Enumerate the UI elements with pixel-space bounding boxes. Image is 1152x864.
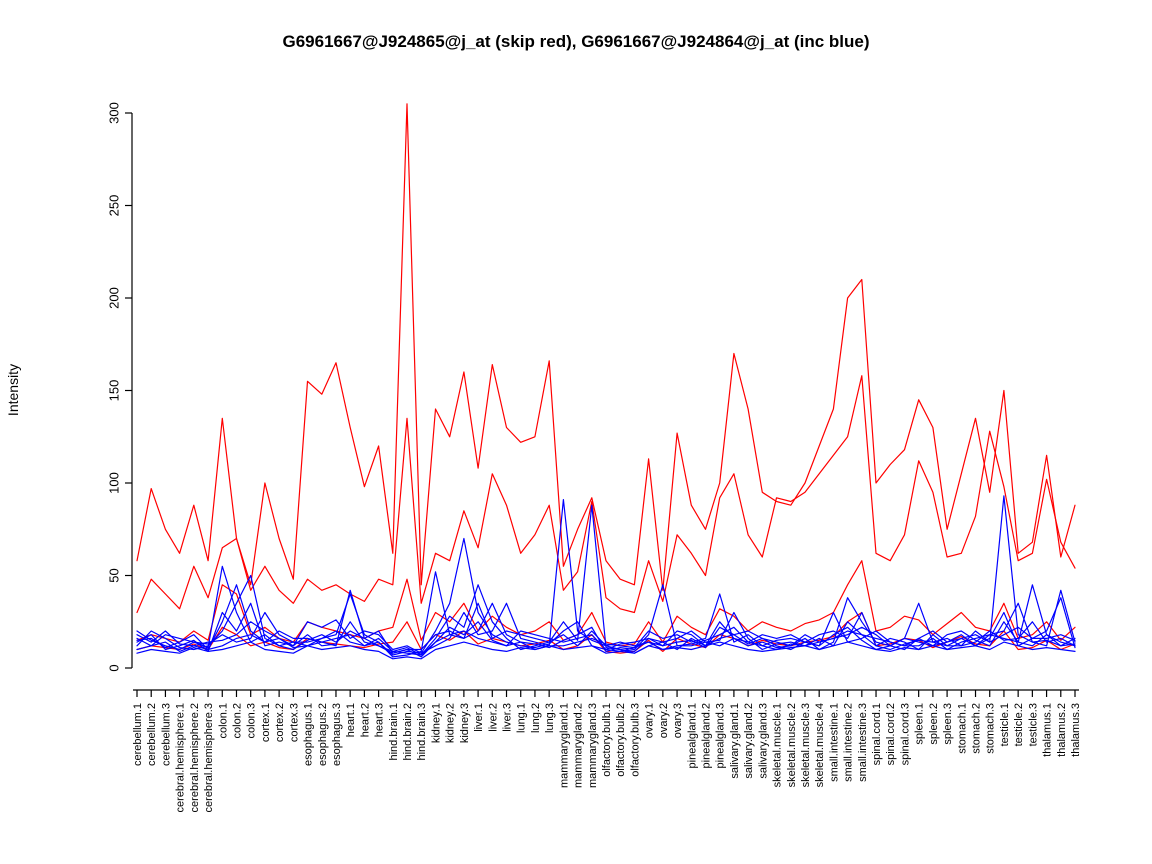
x-tick-label: skeletal.muscle.4	[814, 703, 826, 787]
x-tick-label: esophagus.3	[331, 703, 343, 766]
x-tick-label: heart.3	[374, 703, 386, 737]
x-tick-label: heart.1	[345, 703, 357, 737]
x-tick-label: cerebellum.3	[160, 703, 172, 766]
series-line-inc.2	[136, 495, 1076, 656]
y-tick-label: 250	[106, 195, 121, 217]
x-tick-label: cortex.2	[274, 703, 286, 742]
x-tick-label: ovary.2	[658, 703, 670, 738]
x-tick-label: esophagus.1	[303, 703, 315, 766]
series-line-skip.2	[136, 375, 1076, 614]
x-tick-label: thalamus.3	[1070, 703, 1082, 757]
x-tick-label: liver.3	[502, 703, 514, 732]
x-tick-label: ovary.3	[672, 703, 684, 738]
x-tick-label: cerebral.hemisphere.1	[175, 703, 187, 812]
x-tick-label: olfactory.bulb.3	[629, 703, 641, 777]
x-tick-label: spinal.cord.3	[899, 703, 911, 765]
x-tick-label: hind.brain.2	[402, 703, 414, 761]
x-tick-label: esophagus.2	[317, 703, 329, 766]
y-tick-label: 200	[106, 287, 121, 309]
x-tick-label: small.intestine.1	[828, 703, 840, 782]
x-tick-label: liver.2	[487, 703, 499, 732]
x-tick-label: skeletal.muscle.2	[786, 703, 798, 787]
x-tick-label: colon.1	[217, 703, 229, 738]
x-tick-label: spinal.cord.1	[871, 703, 883, 765]
x-tick-label: mammarygland.2	[573, 703, 585, 788]
x-tick-label: stomach.2	[971, 703, 983, 754]
series-line-skip.1	[136, 103, 1076, 591]
y-tick-label: 150	[106, 380, 121, 402]
x-tick-label: lung.1	[516, 703, 528, 733]
y-tick-label: 50	[106, 568, 121, 582]
x-tick-label: spinal.cord.2	[885, 703, 897, 765]
x-tick-label: mammarygland.3	[587, 703, 599, 788]
x-tick-label: olfactory.bulb.2	[615, 703, 627, 777]
x-tick-label: thalamus.1	[1042, 703, 1054, 757]
x-tick-label: small.intestine.3	[857, 703, 869, 782]
x-tick-label: colon.3	[246, 703, 258, 738]
x-tick-label: small.intestine.2	[843, 703, 855, 782]
x-tick-label: lung.3	[544, 703, 556, 733]
x-tick-label: spleen.2	[928, 703, 940, 745]
x-tick-label: hind.brain.1	[388, 703, 400, 761]
x-tick-label: heart.2	[359, 703, 371, 737]
x-tick-label: cerebral.hemisphere.2	[189, 703, 201, 812]
x-tick-label: cortex.3	[288, 703, 300, 742]
x-tick-label: stomach.1	[956, 703, 968, 754]
x-tick-label: testicle.2	[1013, 703, 1025, 746]
x-tick-label: testicle.1	[999, 703, 1011, 746]
x-tick-label: salivary.gland.2	[743, 703, 755, 779]
x-tick-label: testicle.3	[1027, 703, 1039, 746]
x-tick-label: lung.2	[530, 703, 542, 733]
x-tick-label: ovary.1	[644, 703, 656, 738]
x-tick-label: cerebellum.1	[132, 703, 144, 766]
x-tick-label: cortex.1	[260, 703, 272, 742]
series-line-inc.7	[136, 584, 1076, 656]
x-tick-label: stomach.3	[985, 703, 997, 754]
x-tick-label: olfactory.bulb.1	[601, 703, 613, 777]
chart-title: G6961667@J924865@j_at (skip red), G69616…	[282, 32, 870, 51]
x-tick-label: kidney.2	[445, 703, 457, 743]
x-tick-label: spleen.3	[942, 703, 954, 745]
x-tick-label: cerebral.hemisphere.3	[203, 703, 215, 812]
x-tick-label: skeletal.muscle.3	[800, 703, 812, 787]
x-tick-label: cerebellum.2	[146, 703, 158, 766]
series-line-inc.8	[136, 641, 1076, 660]
x-tick-label: pinealgland.3	[715, 703, 727, 768]
x-tick-label: kidney.3	[459, 703, 471, 743]
y-tick-label: 0	[106, 664, 121, 671]
x-tick-label: pinealgland.2	[700, 703, 712, 768]
x-tick-label: spleen.1	[914, 703, 926, 745]
y-axis-title: Intensity	[5, 364, 21, 416]
x-tick-label: kidney.1	[430, 703, 442, 743]
x-tick-label: thalamus.2	[1056, 703, 1068, 757]
x-tick-label: mammarygland.1	[558, 703, 570, 788]
y-tick-label: 100	[106, 472, 121, 494]
y-tick-label: 300	[106, 102, 121, 124]
x-tick-label: hind.brain.3	[416, 703, 428, 761]
x-tick-label: salivary.gland.1	[729, 703, 741, 779]
series-line-inc.6	[136, 589, 1076, 654]
x-tick-label: skeletal.muscle.1	[772, 703, 784, 787]
x-tick-label: liver.1	[473, 703, 485, 732]
x-tick-label: colon.2	[231, 703, 243, 738]
x-tick-label: salivary.gland.3	[757, 703, 769, 779]
x-tick-label: pinealgland.1	[686, 703, 698, 768]
